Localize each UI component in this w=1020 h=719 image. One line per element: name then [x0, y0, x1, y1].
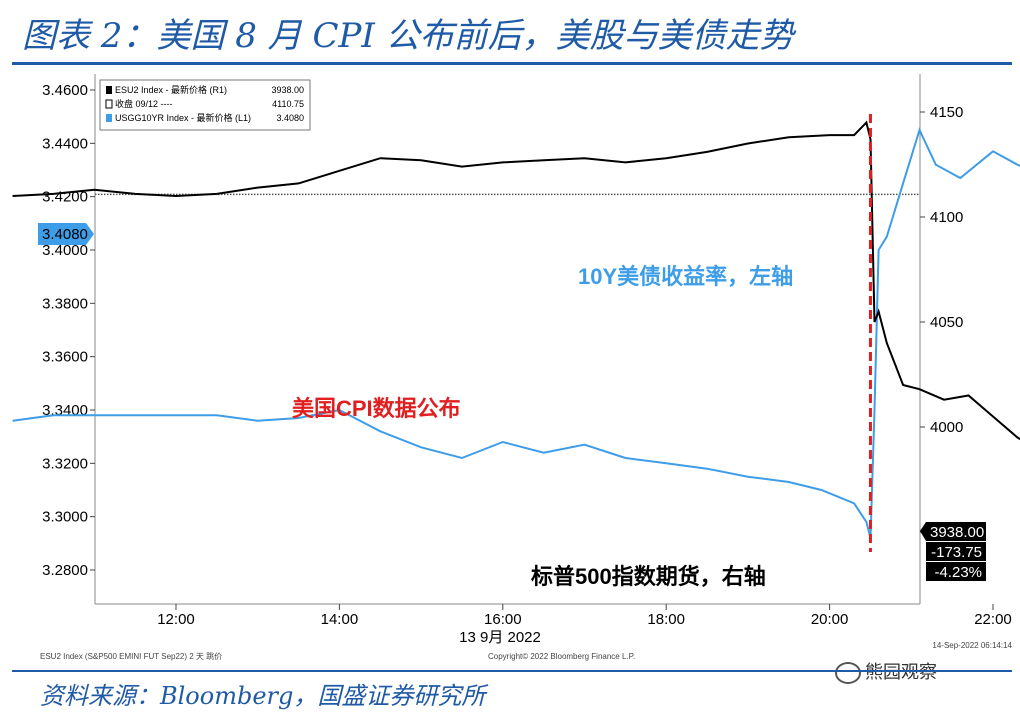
svg-text:3.4080: 3.4080: [42, 226, 88, 243]
watermark: 熊园观察: [835, 658, 937, 684]
left-tick-label: 3.3000: [42, 509, 88, 526]
right-tick-label: 4050: [930, 314, 963, 331]
left-tick-label: 3.3600: [42, 349, 88, 366]
treasury-annotation: 10Y美债收益率，左轴: [578, 264, 793, 289]
date-label: 13 9月 2022: [459, 629, 541, 646]
legend-label-close: 收盘 09/12 ----: [115, 98, 173, 109]
legend-swatch-treasury: [106, 114, 112, 122]
footer-time: 14-Sep-2022 06:14:14: [932, 641, 1012, 650]
chart: 3.46003.44003.42003.40003.38003.36003.34…: [12, 74, 1020, 661]
left-last-value-tag: 3.4080: [38, 223, 94, 245]
plot-area: [95, 74, 920, 604]
left-tick-label: 3.4000: [42, 242, 88, 259]
svg-text:-4.23%: -4.23%: [934, 564, 982, 581]
sp500-futures-line: [12, 120, 1020, 441]
footer-copyright: Copyright© 2022 Bloomberg Finance L.P.: [488, 652, 635, 661]
wechat-icon: [835, 662, 861, 684]
legend-label-treasury: USGG10YR Index - 最新价格 (L1): [115, 112, 251, 123]
treasury-yield-line: [12, 127, 1020, 539]
x-tick-label: 12:00: [157, 611, 195, 628]
legend-label-futures: ESU2 Index - 最新价格 (R1): [115, 84, 227, 95]
right-tick-label: 4150: [930, 104, 963, 121]
left-tick-label: 3.3200: [42, 455, 88, 472]
svg-text:-173.75: -173.75: [931, 544, 982, 561]
left-tick-label: 3.3800: [42, 295, 88, 312]
legend-value-treasury: 3.4080: [276, 113, 304, 123]
futures-annotation: 标普500指数期货，右轴: [531, 564, 766, 589]
legend-swatch-close: [105, 99, 113, 109]
right-tick-label: 4100: [930, 209, 963, 226]
right-last-value-tag: 3938.00 -173.75 -4.23%: [920, 522, 986, 581]
left-tick-label: 3.4400: [42, 135, 88, 152]
footer-divider: [12, 670, 1012, 672]
cpi-annotation: 美国CPI数据公布: [292, 396, 461, 421]
legend-value-futures: 3938.00: [271, 85, 304, 95]
left-tick-label: 3.4600: [42, 82, 88, 99]
x-tick-label: 20:00: [811, 611, 849, 628]
source-note: 资料来源：Bloomberg，国盛证券研究所: [40, 682, 486, 710]
legend-swatch-futures: [106, 86, 112, 94]
x-tick-label: 22:00: [974, 611, 1012, 628]
x-tick-label: 16:00: [484, 611, 522, 628]
left-tick-label: 3.2800: [42, 562, 88, 579]
svg-text:3938.00: 3938.00: [930, 524, 984, 541]
title-divider: [12, 62, 1012, 65]
footer-index: ESU2 Index (S&P500 EMINI FUT Sep22) 2 天 …: [40, 651, 222, 661]
legend-value-close: 4110.75: [272, 99, 304, 109]
x-tick-label: 14:00: [321, 611, 359, 628]
right-tick-label: 4000: [930, 419, 963, 436]
legend: ESU2 Index - 最新价格 (R1) 3938.00 收盘 09/12 …: [99, 79, 311, 131]
x-tick-label: 18:00: [647, 611, 685, 628]
page-title: 图表 2：美国 8 月 CPI 公布前后，美股与美债走势: [22, 16, 794, 56]
